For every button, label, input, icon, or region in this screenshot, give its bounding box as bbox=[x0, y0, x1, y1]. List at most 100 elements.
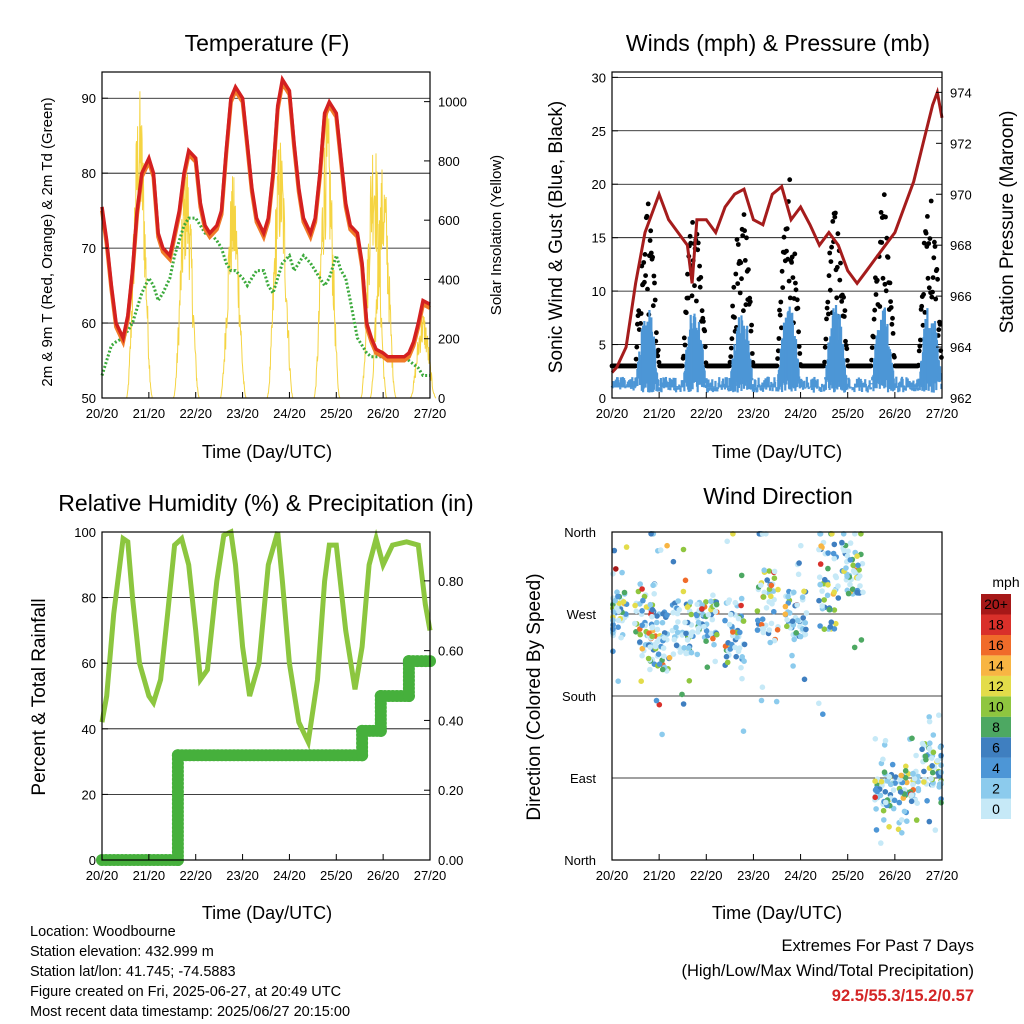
gust-point bbox=[695, 240, 701, 246]
winds-xtick-label: 22/20 bbox=[690, 406, 723, 421]
wind-direction-point bbox=[740, 728, 747, 734]
extremes-heading: Extremes For Past 7 Days bbox=[781, 937, 974, 955]
wind-direction-point bbox=[883, 799, 889, 806]
wind-direction-point bbox=[695, 625, 702, 631]
wind-direction-point bbox=[892, 774, 899, 780]
wind-direction-point bbox=[673, 624, 679, 631]
wind-direction-point bbox=[896, 799, 903, 806]
gust-point bbox=[779, 325, 784, 331]
wind-direction-point bbox=[727, 646, 734, 652]
wind-direction-point bbox=[739, 675, 745, 682]
wind-direction-point bbox=[649, 613, 655, 620]
wind-direction-point bbox=[827, 624, 834, 630]
wind-direction-point bbox=[647, 601, 654, 608]
gust-point bbox=[881, 192, 887, 198]
precip-ytick-right-label: 0.60 bbox=[438, 644, 463, 659]
wind-direction-point bbox=[926, 745, 933, 752]
wind-direction-point bbox=[926, 718, 933, 725]
wind-direction-point bbox=[888, 781, 894, 788]
wind-direction-point bbox=[824, 592, 831, 599]
gust-point bbox=[889, 321, 895, 327]
wind-direction-point bbox=[703, 599, 709, 605]
wind-direction-point bbox=[938, 769, 944, 776]
wind-direction-point bbox=[872, 778, 878, 784]
wind-direction-point bbox=[884, 778, 891, 784]
gust-point bbox=[793, 280, 798, 286]
wind-direction-point bbox=[659, 666, 666, 673]
wind-direction-point bbox=[710, 592, 716, 598]
wind-direction-point bbox=[821, 626, 828, 632]
wind-direction-point bbox=[768, 593, 774, 600]
wind-direction-point bbox=[794, 602, 800, 608]
wind-direction-point bbox=[709, 616, 716, 623]
wind-direction-point bbox=[796, 560, 802, 566]
colorbar-label: 4 bbox=[992, 760, 1000, 776]
gust-point bbox=[797, 351, 803, 356]
gust-point bbox=[681, 335, 687, 341]
gust-point bbox=[887, 280, 893, 286]
wind-direction-point bbox=[650, 582, 656, 589]
wind-direction-point bbox=[908, 798, 915, 805]
precip-ytick-right-label: 0.20 bbox=[438, 783, 463, 798]
humidity-ytick-label: 40 bbox=[82, 722, 96, 737]
gust-point bbox=[644, 213, 650, 219]
gust-point bbox=[650, 303, 656, 309]
wind-direction-xtick-label: 20/20 bbox=[596, 868, 629, 883]
gust-point bbox=[878, 210, 884, 215]
wind-direction-point bbox=[684, 637, 691, 643]
gust-point bbox=[892, 354, 897, 360]
gust-point bbox=[796, 344, 802, 349]
gust-point bbox=[796, 329, 801, 335]
wind-direction-point bbox=[784, 623, 790, 630]
wind-direction-point bbox=[740, 618, 747, 624]
wind-direction-point bbox=[803, 610, 810, 616]
colorbar-swatch bbox=[981, 778, 1011, 799]
figure-created: Figure created on Fri, 2025-06-27, at 20… bbox=[30, 984, 342, 1000]
solar-insolation-trace bbox=[266, 142, 294, 399]
wind-direction-point bbox=[784, 617, 790, 623]
solar-ytick-right-label: 200 bbox=[438, 332, 460, 347]
wind-direction-point bbox=[621, 589, 628, 596]
colorbar-swatch bbox=[981, 798, 1011, 819]
gust-point bbox=[825, 299, 831, 305]
gust-point bbox=[746, 267, 751, 272]
gust-point bbox=[871, 334, 876, 340]
gust-point bbox=[925, 214, 930, 219]
wind-direction-point bbox=[754, 608, 761, 614]
gust-point bbox=[784, 226, 790, 232]
gust-point bbox=[926, 241, 932, 246]
gust-point bbox=[690, 220, 695, 225]
wind-direction-point bbox=[936, 712, 942, 718]
gust-point bbox=[636, 327, 642, 332]
wind-direction-point bbox=[801, 588, 807, 595]
gust-point bbox=[935, 276, 940, 282]
wind-direction-point bbox=[623, 544, 630, 550]
winds-ytick-label: 30 bbox=[592, 70, 606, 85]
wind-direction-point bbox=[797, 633, 804, 640]
gust-point bbox=[926, 285, 932, 291]
wind-direction-point bbox=[649, 633, 655, 640]
wind-direction-point bbox=[902, 768, 909, 774]
wind-direction-point bbox=[679, 691, 685, 698]
wind-direction-point bbox=[639, 622, 645, 629]
wind-direction-point bbox=[766, 568, 772, 574]
wind-direction-point bbox=[795, 571, 802, 578]
solar-ytick-right-label: 0 bbox=[438, 391, 445, 406]
wind-direction-point bbox=[855, 562, 861, 569]
wind-direction-point bbox=[612, 597, 618, 604]
colorbar-label: 18 bbox=[988, 617, 1004, 633]
wind-direction-point bbox=[710, 635, 716, 642]
gust-point bbox=[702, 328, 708, 334]
gust-point bbox=[826, 273, 832, 279]
wind-direction-point bbox=[647, 644, 653, 650]
wind-direction-point bbox=[818, 543, 824, 549]
wind-direction-point bbox=[701, 623, 707, 630]
wind-direction-xtick-label: 22/20 bbox=[690, 868, 723, 883]
wind-direction-point bbox=[712, 608, 719, 615]
gust-point bbox=[747, 299, 753, 305]
colorbar-label: 6 bbox=[992, 739, 1000, 755]
solar-insolation-trace bbox=[360, 153, 388, 399]
gust-point bbox=[869, 357, 874, 363]
wind-direction-point bbox=[645, 655, 652, 662]
wind-direction-point bbox=[929, 763, 935, 769]
